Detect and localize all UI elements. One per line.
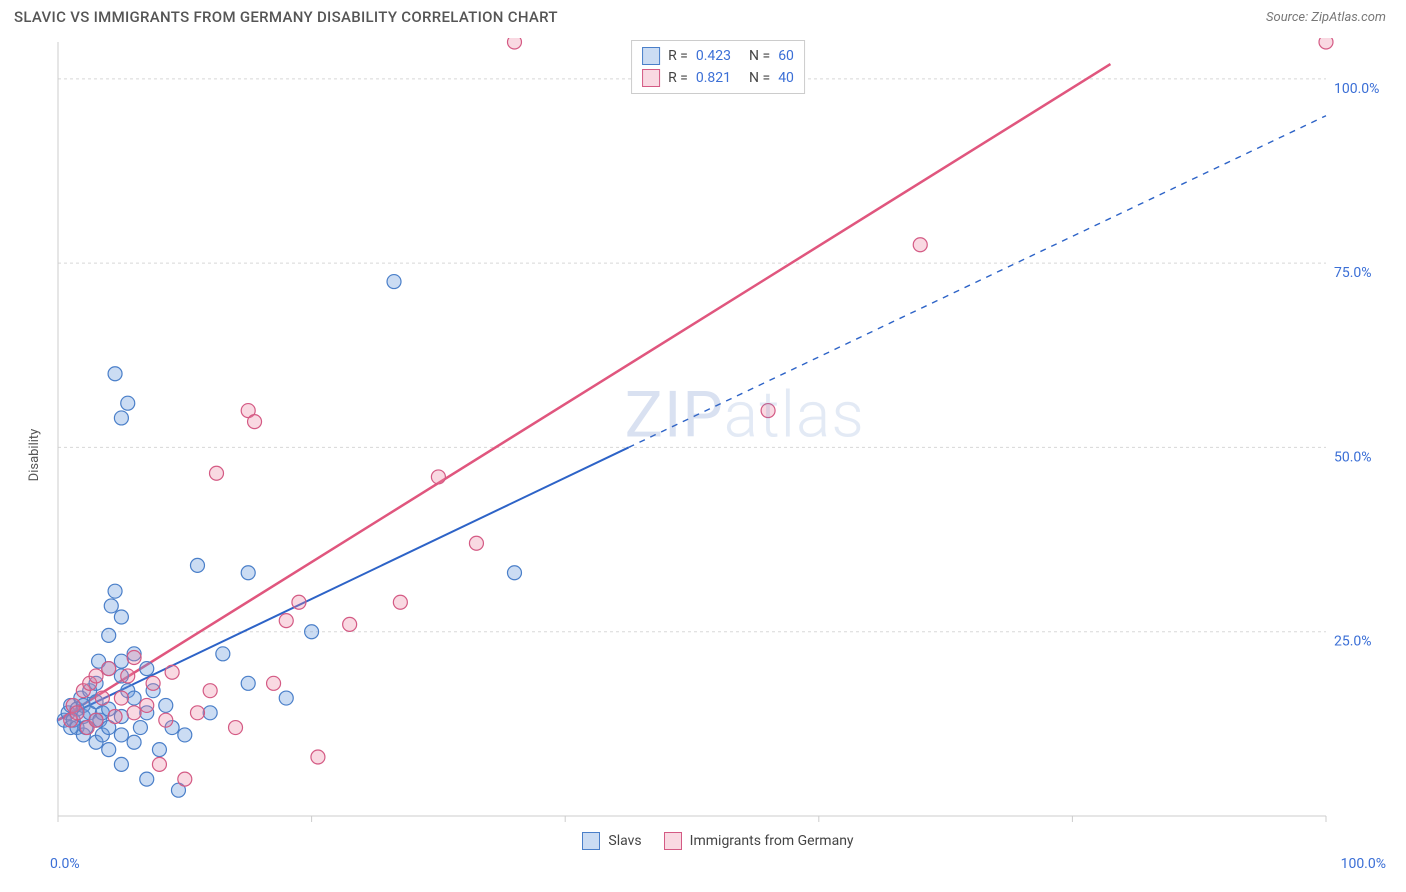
chart-title: SLAVIC VS IMMIGRANTS FROM GERMANY DISABI…: [14, 8, 558, 26]
header: SLAVIC VS IMMIGRANTS FROM GERMANY DISABI…: [0, 0, 1406, 30]
stats-row-germany: R = 0.821 N = 40: [642, 67, 794, 89]
svg-text:25.0%: 25.0%: [1334, 634, 1372, 650]
scatter-chart-svg: 25.0% 50.0% 75.0% 100.0%: [50, 38, 1386, 824]
y-axis-label: Disability: [27, 429, 42, 482]
legend-bottom: Slavs Immigrants from Germany: [50, 832, 1386, 850]
x-max-label: 100.0%: [1341, 856, 1386, 872]
stats-legend-box: R = 0.423 N = 60 R = 0.821 N = 40: [631, 40, 805, 94]
x-min-label: 0.0%: [50, 856, 80, 872]
swatch-germany: [642, 69, 660, 87]
plot-area: 25.0%50.0%75.0%100.0% ZIPatlas R = 0.423…: [50, 38, 1386, 824]
legend-item-slavs: Slavs: [582, 832, 641, 850]
legend-item-germany: Immigrants from Germany: [664, 832, 854, 850]
svg-text:100.0%: 100.0%: [1334, 81, 1379, 97]
legend-swatch-germany: [664, 832, 682, 850]
chart-container: Disability 25.0%50.0%75.0%100.0% ZIPatla…: [14, 38, 1386, 872]
svg-text:75.0%: 75.0%: [1334, 265, 1372, 281]
swatch-slavs: [642, 47, 660, 65]
svg-text:50.0%: 50.0%: [1334, 449, 1372, 465]
legend-swatch-slavs: [582, 832, 600, 850]
x-axis-labels: 0.0% 100.0%: [50, 856, 1386, 872]
stats-row-slavs: R = 0.423 N = 60: [642, 45, 794, 67]
source-label: Source: ZipAtlas.com: [1266, 10, 1386, 25]
